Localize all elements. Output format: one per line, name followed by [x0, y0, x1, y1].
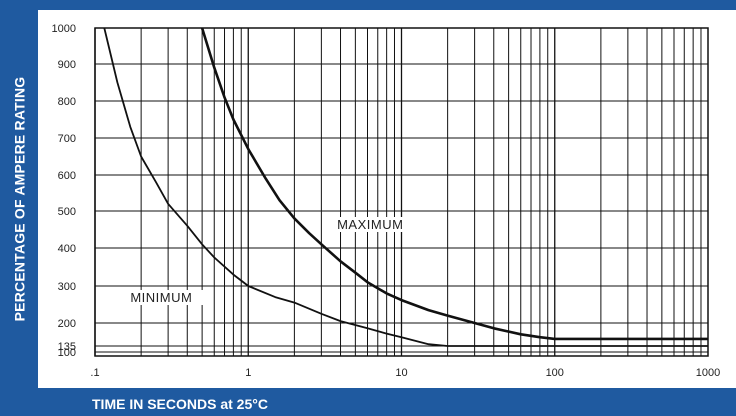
y-tick-label: 200 — [58, 318, 76, 330]
y-tick-label: 700 — [58, 133, 76, 145]
annotation-background — [129, 290, 208, 305]
y-tick-label: 300 — [58, 281, 76, 293]
plot-border — [94, 27, 709, 357]
y-tick-label: 500 — [58, 206, 76, 218]
x-tick-label: .1 — [90, 367, 99, 379]
x-tick-label: 10 — [395, 367, 407, 379]
annotation-maximum: MAXIMUM — [337, 217, 403, 232]
y-tick-label: 900 — [58, 59, 76, 71]
x-tick-label: 1 — [245, 367, 251, 379]
series-line-minimum — [103, 27, 708, 347]
y-tick-label: 1000 — [52, 23, 76, 35]
annotation-background — [336, 217, 423, 232]
y-tick-label: 600 — [58, 170, 76, 182]
series-line-maximum — [200, 27, 708, 341]
y-tick-label: 100 — [58, 347, 76, 359]
y-tick-label: 400 — [58, 243, 76, 255]
x-axis-label: TIME IN SECONDS at 25°C — [92, 396, 268, 412]
y-tick-label: 135 — [58, 341, 76, 353]
y-tick-label: 800 — [58, 96, 76, 108]
x-tick-label: 100 — [546, 367, 564, 379]
x-tick-label: 1000 — [696, 367, 720, 379]
annotation-minimum: MINIMUM — [130, 290, 192, 305]
